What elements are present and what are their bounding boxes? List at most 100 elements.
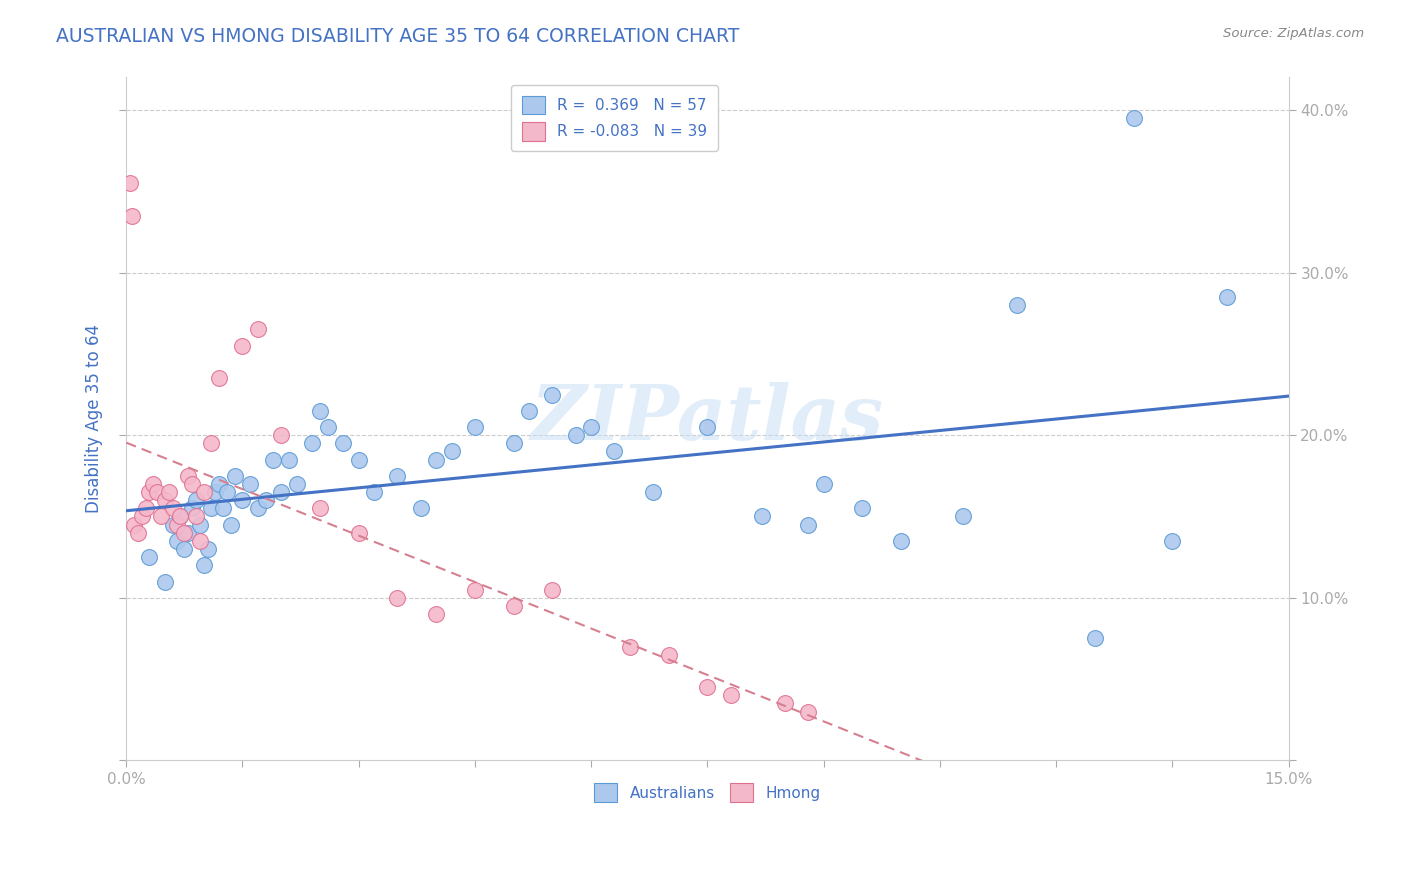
Point [208,477,231,491]
Point [142,477,165,491]
Point [696,420,718,434]
Point [231,339,253,353]
Point [138,485,160,500]
Point [316,420,339,434]
Point [603,444,626,458]
Text: Source: ZipAtlas.com: Source: ZipAtlas.com [1223,27,1364,40]
Y-axis label: Disability Age 35 to 64: Disability Age 35 to 64 [86,325,103,514]
Point [440,444,463,458]
Legend: Australians, Hmong: Australians, Hmong [582,771,832,814]
Point [131,509,153,524]
Point [177,468,200,483]
Point [153,493,176,508]
Point [332,436,354,450]
Point [173,525,195,540]
Point [751,509,773,524]
Point [193,558,215,573]
Point [502,599,524,613]
Point [797,517,820,532]
Point [246,322,269,336]
Point [285,477,308,491]
Point [215,485,238,500]
Point [188,517,211,532]
Point [643,485,665,500]
Point [387,591,409,605]
Point [224,468,246,483]
Point [200,436,222,450]
Point [153,574,176,589]
Point [200,501,222,516]
Point [146,485,169,500]
Point [813,477,835,491]
Point [157,485,180,500]
Point [387,468,409,483]
Point [1084,632,1107,646]
Point [212,501,235,516]
Point [262,452,284,467]
Point [150,509,173,524]
Point [208,371,231,385]
Point [121,209,143,223]
Point [193,485,215,500]
Point [517,404,540,418]
Point [162,501,184,516]
Point [173,541,195,556]
Point [184,493,207,508]
Point [890,533,912,548]
Point [1007,298,1029,312]
Point [122,517,145,532]
Point [181,477,204,491]
Point [204,485,226,500]
Point [851,501,873,516]
Point [347,452,370,467]
Point [464,582,486,597]
Point [127,525,149,540]
Point [1122,111,1144,125]
Point [138,550,160,565]
Point [347,525,370,540]
Point [181,501,204,516]
Point [952,509,974,524]
Point [425,452,447,467]
Point [502,436,524,450]
Point [270,428,292,442]
Point [169,509,191,524]
Point [169,509,191,524]
Point [773,697,796,711]
Point [239,477,262,491]
Point [120,176,142,190]
Point [166,517,188,532]
Point [188,533,211,548]
Point [246,501,269,516]
Point [166,533,188,548]
Text: AUSTRALIAN VS HMONG DISABILITY AGE 35 TO 64 CORRELATION CHART: AUSTRALIAN VS HMONG DISABILITY AGE 35 TO… [56,27,740,45]
Point [231,493,253,508]
Point [270,485,292,500]
Point [797,705,820,719]
Point [135,501,157,516]
Point [1161,533,1184,548]
Point [541,387,564,401]
Point [363,485,385,500]
Point [162,517,184,532]
Point [720,689,742,703]
Point [309,404,332,418]
Point [219,517,242,532]
Point [278,452,301,467]
Point [564,428,586,442]
Point [579,420,602,434]
Point [425,607,447,621]
Point [309,501,332,516]
Point [619,640,641,654]
Point [541,582,564,597]
Point [658,648,681,662]
Point [301,436,323,450]
Point [197,541,219,556]
Point [696,680,718,694]
Point [1215,290,1237,304]
Point [409,501,432,516]
Point [177,525,200,540]
Point [464,420,486,434]
Text: ZIPatlas: ZIPatlas [531,382,884,456]
Point [254,493,277,508]
